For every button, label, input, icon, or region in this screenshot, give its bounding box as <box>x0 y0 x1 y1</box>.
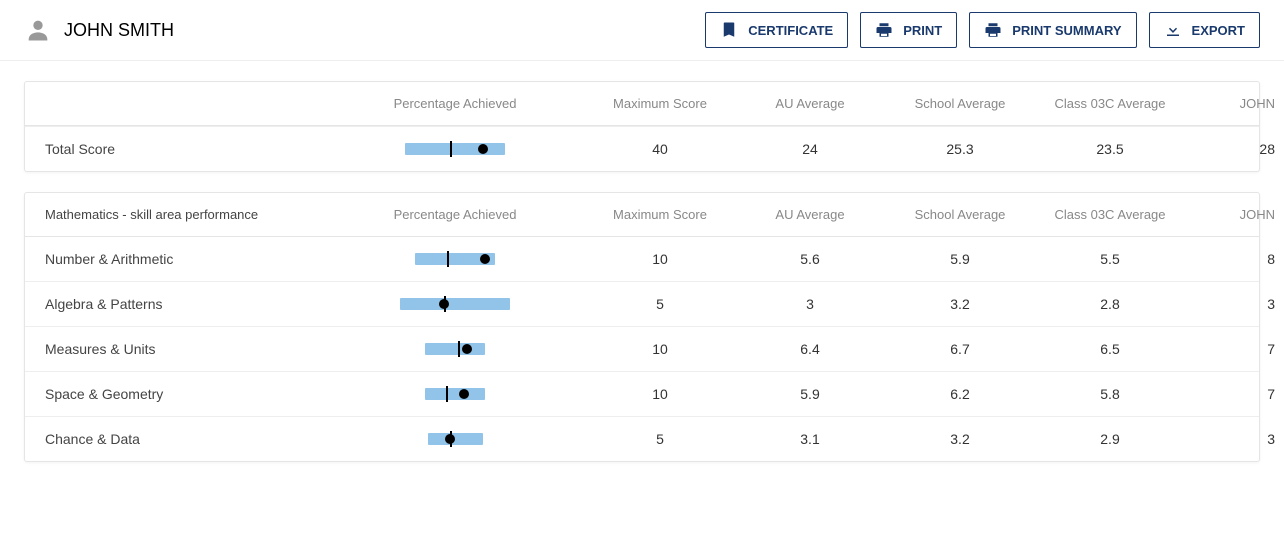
skill-max: 10 <box>585 386 735 402</box>
skill-student: 8 <box>1185 251 1284 267</box>
skill-label: Algebra & Patterns <box>45 296 325 312</box>
page-header: JOHN SMITH CERTIFICATE PRINT PRINT SUMMA… <box>0 0 1284 61</box>
skill-bar-cell <box>325 298 585 310</box>
download-icon <box>1164 21 1182 39</box>
skill-col-percentage: Percentage Achieved <box>325 207 585 222</box>
export-label: EXPORT <box>1192 23 1245 38</box>
col-class-avg: Class 03C Average <box>1035 96 1185 111</box>
skill-label: Space & Geometry <box>45 386 325 402</box>
skill-max: 5 <box>585 296 735 312</box>
bar-dot <box>459 389 469 399</box>
skill-au-avg: 6.4 <box>735 341 885 357</box>
skill-au-avg: 5.6 <box>735 251 885 267</box>
skill-school-avg: 3.2 <box>885 431 1035 447</box>
action-bar: CERTIFICATE PRINT PRINT SUMMARY EXPORT <box>705 12 1260 48</box>
skill-class-avg: 5.5 <box>1035 251 1185 267</box>
skill-bar-cell <box>325 388 585 400</box>
print-summary-label: PRINT SUMMARY <box>1012 23 1121 38</box>
skill-col-au-avg: AU Average <box>735 207 885 222</box>
export-button[interactable]: EXPORT <box>1149 12 1260 48</box>
certificate-label: CERTIFICATE <box>748 23 833 38</box>
total-au-avg: 24 <box>735 141 885 157</box>
print-button[interactable]: PRINT <box>860 12 957 48</box>
skill-student: 3 <box>1185 431 1284 447</box>
skill-school-avg: 3.2 <box>885 296 1035 312</box>
skill-school-avg: 6.7 <box>885 341 1035 357</box>
skill-label: Measures & Units <box>45 341 325 357</box>
skill-class-avg: 6.5 <box>1035 341 1185 357</box>
skill-row: Space & Geometry105.96.25.87 <box>25 371 1259 416</box>
skill-row: Chance & Data53.13.22.93 <box>25 416 1259 461</box>
col-au-avg: AU Average <box>735 96 885 111</box>
total-student: 28 <box>1185 141 1284 157</box>
total-bar-cell <box>325 143 585 155</box>
skill-au-avg: 3 <box>735 296 885 312</box>
skill-col-student: JOHN <box>1185 207 1284 222</box>
total-score-card: Percentage Achieved Maximum Score AU Ave… <box>24 81 1260 172</box>
skill-area-card: Mathematics - skill area performance Per… <box>24 192 1260 462</box>
skill-row: Measures & Units106.46.76.57 <box>25 326 1259 371</box>
skill-au-avg: 3.1 <box>735 431 885 447</box>
bar-dot <box>439 299 449 309</box>
print-icon <box>875 21 893 39</box>
bar-tick <box>450 141 452 157</box>
skill-student: 7 <box>1185 341 1284 357</box>
total-school-avg: 25.3 <box>885 141 1035 157</box>
col-max: Maximum Score <box>585 96 735 111</box>
bar-dot <box>478 144 488 154</box>
skill-row: Number & Arithmetic105.65.95.58 <box>25 237 1259 281</box>
skill-student: 3 <box>1185 296 1284 312</box>
skill-max: 10 <box>585 341 735 357</box>
skill-max: 5 <box>585 431 735 447</box>
skill-row: Algebra & Patterns533.22.83 <box>25 281 1259 326</box>
skill-bar <box>425 388 485 400</box>
col-percentage: Percentage Achieved <box>325 96 585 111</box>
skill-label: Number & Arithmetic <box>45 251 325 267</box>
user-name: JOHN SMITH <box>64 20 174 41</box>
skill-class-avg: 2.8 <box>1035 296 1185 312</box>
bar-tick <box>458 341 460 357</box>
skill-bar <box>415 253 495 265</box>
certificate-button[interactable]: CERTIFICATE <box>705 12 848 48</box>
skill-rows-container: Number & Arithmetic105.65.95.58Algebra &… <box>25 237 1259 461</box>
skill-title: Mathematics - skill area performance <box>45 207 325 222</box>
col-school-avg: School Average <box>885 96 1035 111</box>
skill-au-avg: 5.9 <box>735 386 885 402</box>
bar-dot <box>480 254 490 264</box>
skill-bar-cell <box>325 433 585 445</box>
skill-school-avg: 6.2 <box>885 386 1035 402</box>
avatar-icon <box>24 16 52 44</box>
total-max: 40 <box>585 141 735 157</box>
skill-bar-cell <box>325 253 585 265</box>
skill-bar-cell <box>325 343 585 355</box>
total-header-row: Percentage Achieved Maximum Score AU Ave… <box>25 82 1259 126</box>
print-summary-icon <box>984 21 1002 39</box>
skill-header-row: Mathematics - skill area performance Per… <box>25 193 1259 237</box>
skill-label: Chance & Data <box>45 431 325 447</box>
bar-tick <box>446 386 448 402</box>
skill-bar <box>428 433 483 445</box>
bar-tick <box>447 251 449 267</box>
user-block: JOHN SMITH <box>24 16 174 44</box>
print-label: PRINT <box>903 23 942 38</box>
total-label: Total Score <box>45 141 325 157</box>
skill-col-school-avg: School Average <box>885 207 1035 222</box>
skill-max: 10 <box>585 251 735 267</box>
certificate-icon <box>720 21 738 39</box>
skill-bar <box>425 343 485 355</box>
skill-school-avg: 5.9 <box>885 251 1035 267</box>
bar-dot <box>445 434 455 444</box>
skill-class-avg: 2.9 <box>1035 431 1185 447</box>
print-summary-button[interactable]: PRINT SUMMARY <box>969 12 1136 48</box>
total-bar <box>405 143 505 155</box>
skill-student: 7 <box>1185 386 1284 402</box>
total-row: Total Score 40 24 25.3 23.5 28 <box>25 126 1259 171</box>
bar-dot <box>462 344 472 354</box>
col-student: JOHN <box>1185 96 1284 111</box>
skill-col-max: Maximum Score <box>585 207 735 222</box>
skill-class-avg: 5.8 <box>1035 386 1185 402</box>
skill-bar <box>400 298 510 310</box>
skill-col-class-avg: Class 03C Average <box>1035 207 1185 222</box>
total-class-avg: 23.5 <box>1035 141 1185 157</box>
